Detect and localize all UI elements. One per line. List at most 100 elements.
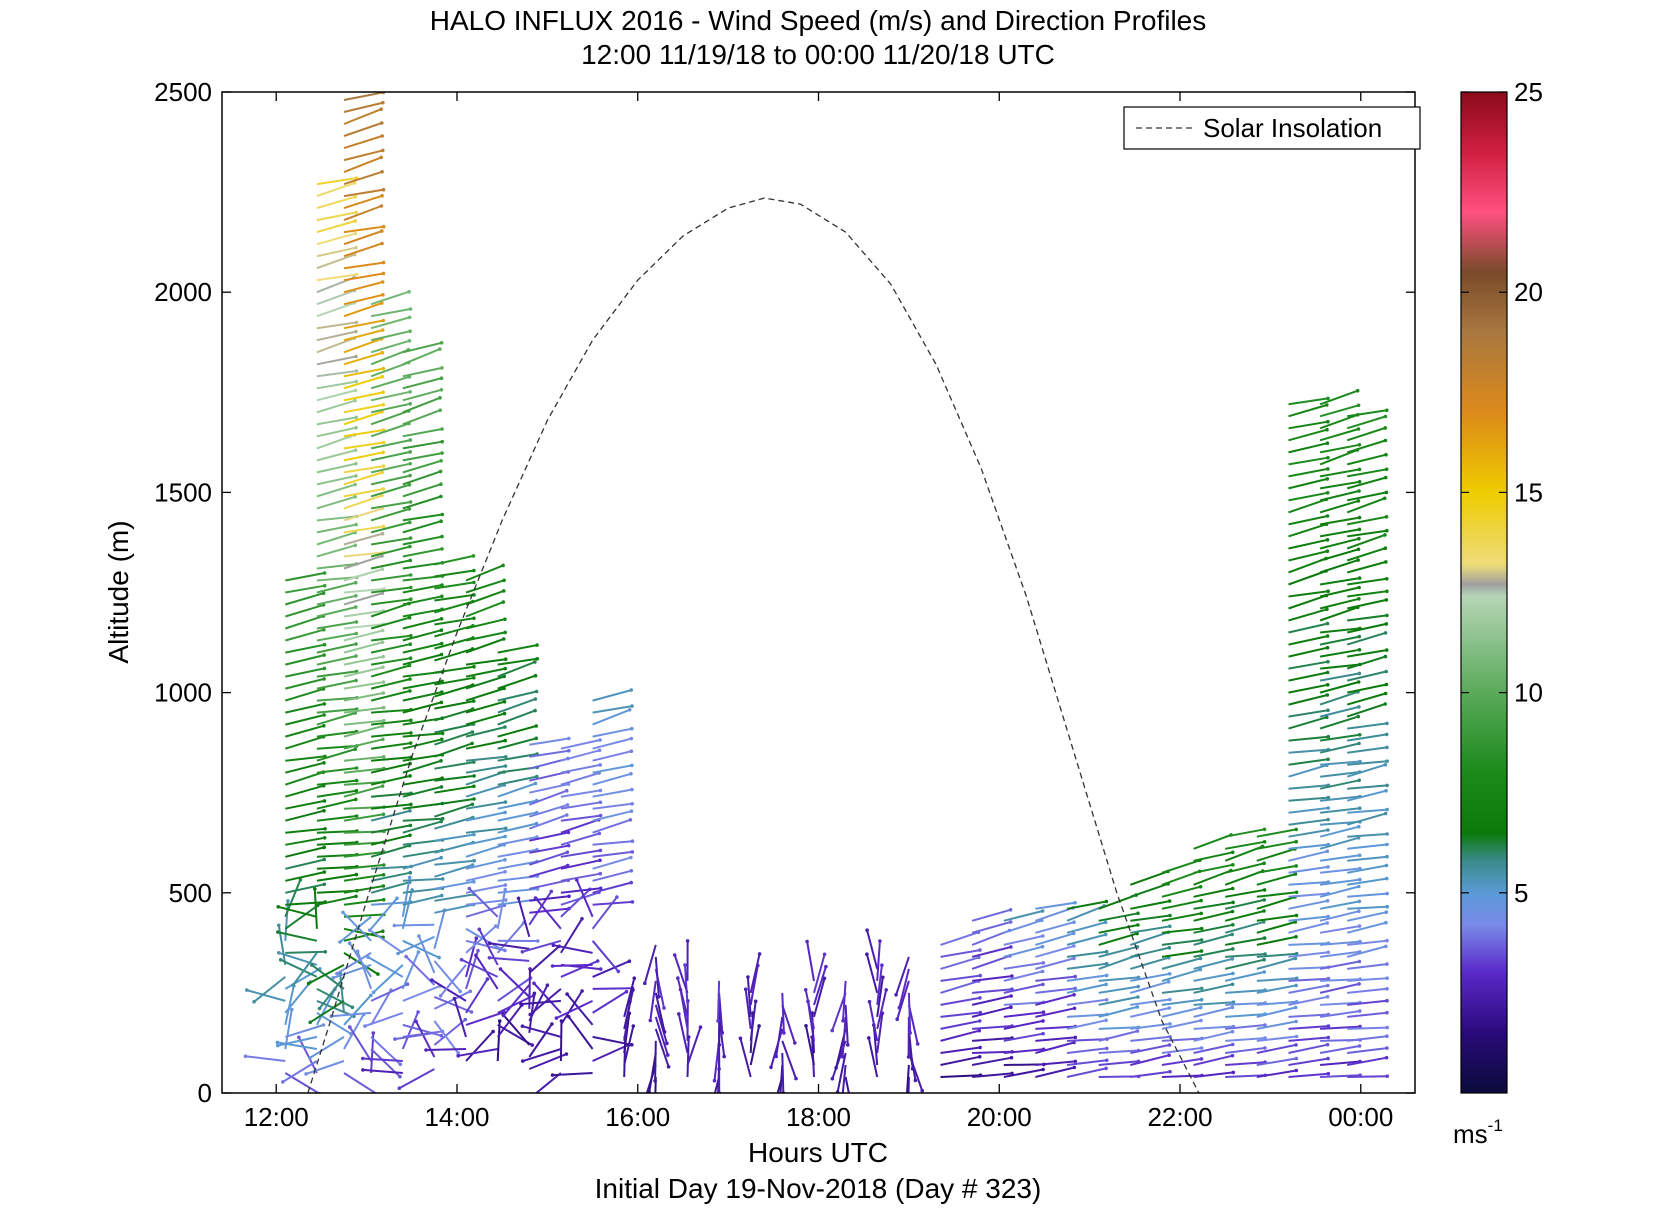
wind-arrow-head: [354, 778, 359, 783]
wind-arrow-head: [1230, 1029, 1235, 1034]
wind-arrow: [1098, 894, 1137, 910]
wind-arrow: [560, 763, 601, 774]
wind-arrow-head: [629, 855, 633, 860]
wind-arrow: [434, 995, 472, 1013]
wind-arrow-head: [1230, 850, 1235, 855]
wind-arrow-head: [398, 1062, 403, 1067]
wind-arrow-head: [598, 800, 603, 805]
wind-arrow-head: [408, 573, 413, 577]
wind-arrow: [316, 544, 356, 558]
wind-arrow-head: [341, 910, 345, 915]
wind-arrow-head: [291, 983, 295, 987]
wind-arrow-head: [521, 1059, 525, 1063]
solar-insolation-curve: [307, 197, 1200, 1093]
wind-arrow: [1347, 855, 1388, 862]
wind-arrow-head: [503, 725, 507, 729]
wind-arrow: [592, 818, 631, 834]
wind-arrow: [284, 879, 302, 918]
wind-arrow: [1320, 1074, 1361, 1078]
wind-arrow-head: [322, 677, 326, 681]
wind-arrow: [560, 872, 601, 882]
wind-arrow: [497, 657, 538, 666]
wind-arrow-head: [565, 813, 569, 817]
wind-arrow-head: [354, 594, 358, 598]
wind-arrow: [370, 474, 411, 486]
wind-arrow: [867, 1037, 879, 1078]
wind-arrow: [1035, 932, 1074, 946]
wind-arrow-head: [1231, 947, 1235, 951]
wind-arrow: [1288, 570, 1327, 586]
wind-arrow: [1288, 865, 1329, 874]
wind-arrow: [343, 551, 384, 558]
wind-arrow: [1319, 389, 1359, 406]
wind-arrow-head: [648, 1018, 653, 1023]
wind-arrow: [1288, 995, 1328, 1006]
wind-arrow: [284, 985, 295, 1026]
y-tick-label: 1500: [154, 477, 212, 507]
wind-arrow: [1066, 900, 1107, 910]
colorbar-unit-exponent: -1: [1488, 1116, 1503, 1135]
wind-arrow-head: [1040, 944, 1045, 949]
wind-arrow-head: [1325, 634, 1330, 638]
x-axis-ticks: 12:00 14:00 16:00 18:00 20:00 22:00 00:00: [244, 92, 1393, 1132]
wind-arrow-head: [550, 1073, 555, 1077]
wind-arrow: [1347, 733, 1387, 742]
wind-arrow-head: [472, 774, 476, 778]
wind-arrow: [496, 889, 507, 929]
wind-arrow: [1346, 763, 1386, 778]
wind-arrow: [434, 816, 474, 830]
wind-arrow: [1003, 945, 1043, 958]
wind-arrow-head: [1009, 1005, 1013, 1009]
wind-arrow: [1319, 950, 1360, 958]
wind-arrow-head: [1262, 827, 1267, 832]
wind-arrow-head: [380, 280, 385, 284]
wind-arrow-head: [1357, 959, 1362, 964]
wind-arrow-head: [1199, 997, 1204, 1002]
wind-arrow-head: [757, 1024, 761, 1028]
wind-arrow: [1193, 983, 1233, 994]
x-axis-label: Hours UTC: [748, 1137, 888, 1168]
wind-arrow: [1346, 533, 1386, 550]
wind-arrow: [313, 888, 318, 929]
wind-arrow: [1319, 499, 1359, 514]
wind-arrow-head: [1385, 832, 1389, 836]
wind-arrow: [316, 399, 356, 414]
wind-arrow: [343, 681, 384, 690]
wind-arrow-head: [1326, 817, 1330, 822]
wind-arrow-head: [354, 642, 358, 646]
wind-arrow-head: [502, 578, 506, 583]
wind-arrow-head: [313, 887, 317, 891]
wind-arrow: [1003, 1011, 1044, 1018]
wind-arrow-head: [381, 318, 386, 323]
wind-arrow: [1193, 1071, 1234, 1078]
wind-arrow: [1346, 415, 1386, 430]
wind-arrow: [1288, 1057, 1329, 1066]
wind-arrow: [1256, 864, 1297, 874]
wind-arrow: [316, 779, 357, 786]
wind-arrow-head: [1383, 762, 1388, 767]
wind-arrow-head: [440, 366, 444, 370]
wind-arrow: [316, 232, 356, 246]
wind-arrow-head: [353, 495, 358, 499]
wind-arrow-head: [354, 461, 358, 466]
wind-arrow: [844, 1004, 849, 1045]
wind-arrow-head: [381, 873, 386, 877]
wind-arrow: [1066, 983, 1107, 994]
wind-arrow-head: [439, 737, 444, 742]
wind-arrow-head: [533, 660, 537, 664]
wind-arrow-head: [286, 899, 290, 903]
wind-arrow-head: [379, 155, 384, 160]
wind-arrow: [1193, 1030, 1233, 1042]
colorbar-unit-label: ms-1: [1453, 1116, 1503, 1149]
wind-arrow-head: [564, 1052, 569, 1056]
chart-title: HALO INFLUX 2016 - Wind Speed (m/s) and …: [430, 5, 1207, 36]
wind-arrow: [497, 848, 538, 858]
wind-arrow: [285, 950, 326, 954]
wind-arrow-head: [1385, 759, 1389, 763]
wind-arrow-head: [720, 1031, 725, 1035]
wind-arrow: [1130, 1070, 1171, 1078]
wind-arrow-head: [1355, 388, 1360, 393]
wind-arrow: [1319, 960, 1360, 970]
wind-arrow: [529, 988, 562, 1016]
wind-arrow-head: [595, 959, 600, 963]
